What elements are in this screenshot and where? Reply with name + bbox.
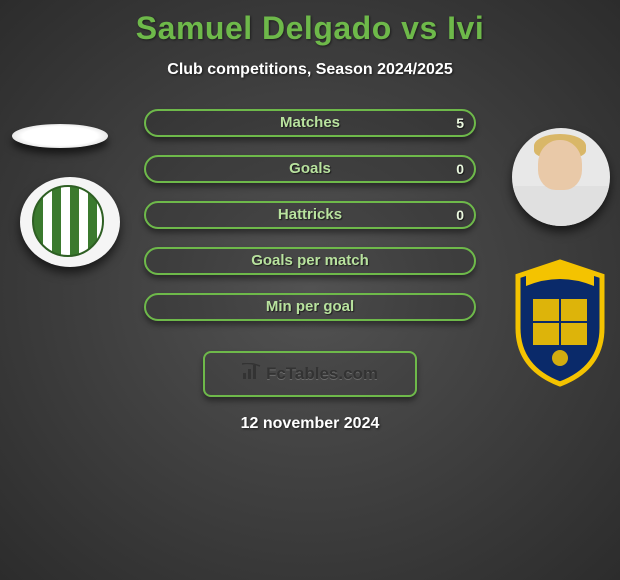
player-right-shirt [512,186,610,226]
stat-label: Hattricks [146,203,474,227]
stat-row-min-per-goal: Min per goal [144,293,476,321]
page-title: Samuel Delgado vs Ivi [0,0,620,47]
stat-label: Min per goal [146,295,474,319]
club-right-crest [508,258,612,388]
stat-row-goals: Goals 0 [144,155,476,183]
stat-row-hattricks: Hattricks 0 [144,201,476,229]
player-left-photo [12,124,108,148]
subtitle: Club competitions, Season 2024/2025 [0,61,620,79]
stat-label: Goals per match [146,249,474,273]
stat-row-matches: Matches 5 [144,109,476,137]
infographic-container: Samuel Delgado vs Ivi Club competitions,… [0,0,620,580]
brand-text: FcTables.com [266,364,378,384]
brand-box[interactable]: FcTables.com [203,351,417,397]
cadiz-shield-icon [508,258,612,388]
stat-right-value: 0 [456,203,464,227]
stat-row-goals-per-match: Goals per match [144,247,476,275]
stat-right-value: 0 [456,157,464,181]
player-right-head [538,140,582,190]
date-label: 12 november 2024 [0,415,620,433]
stat-label: Goals [146,157,474,181]
bar-chart-icon [242,363,262,386]
club-left-crest [20,177,120,267]
stat-label: Matches [146,111,474,135]
stats-list: Matches 5 Goals 0 Hattricks 0 Goals per … [144,109,476,321]
stat-right-value: 5 [456,111,464,135]
club-left-crest-inner [32,185,104,257]
player-right-photo [512,128,610,226]
brand-label: FcTables.com [242,363,378,386]
